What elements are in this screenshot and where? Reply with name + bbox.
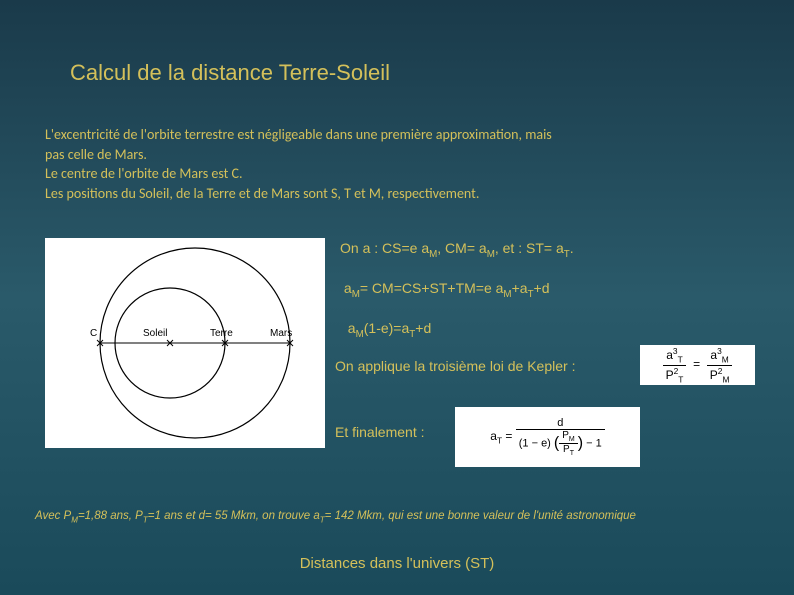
- page-title: Calcul de la distance Terre-Soleil: [70, 60, 390, 86]
- bt-prefix: Avec P: [35, 510, 71, 522]
- bottom-summary: Avec PM=1,88 ans, PT=1 ans et d= 55 Mkm,…: [35, 510, 765, 524]
- kf-d1sub: T: [678, 374, 683, 384]
- eq3-end: +d: [415, 320, 431, 336]
- kepler-label: On applique la troisième loi de Kepler :: [335, 358, 575, 374]
- eq1-mid1: , CM= a: [437, 240, 486, 256]
- kf-n1a: a: [666, 348, 673, 362]
- final-formula-box: aT = d (1 − e) (PMPT) − 1: [455, 407, 640, 467]
- label-terre: Terre: [210, 328, 233, 339]
- kf-d2sub: M: [722, 374, 729, 384]
- intro-line-2: pas celle de Mars.: [45, 146, 147, 163]
- intro-line-1: L'excentricité de l'orbite terrestre est…: [45, 126, 552, 143]
- kf-eq: =: [693, 357, 700, 371]
- eq3-sub1: M: [356, 329, 364, 340]
- ff-fd-sub: T: [570, 450, 574, 457]
- kf-d1a: P: [666, 368, 674, 382]
- intro-line-3: Le centre de l'orbite de Mars est C.: [45, 165, 243, 182]
- bt-m2: =1 ans et d= 55 Mkm, on trouve a: [148, 510, 320, 522]
- kf-d2a: P: [710, 368, 718, 382]
- ff-fn-a: P: [562, 430, 569, 441]
- bt-end: = 142 Mkm, qui est une bonne valeur de l…: [325, 510, 636, 522]
- ff-den-l: (1 − e): [519, 437, 554, 449]
- bt-sub1: M: [71, 515, 78, 524]
- ff-eq: =: [502, 429, 516, 443]
- eq2-mid1: = CM=CS+ST+TM=e a: [360, 280, 504, 296]
- eq1-mid2: , et : ST= a: [495, 240, 564, 256]
- equation-2: aM= CM=CS+ST+TM=e aM+aT+d: [340, 280, 550, 300]
- footer-text: Distances dans l'univers (ST): [0, 555, 794, 572]
- eq2-mid2: +a: [512, 280, 528, 296]
- eq1-end: .: [570, 240, 574, 256]
- ff-fn-sub: M: [569, 436, 575, 443]
- label-mars: Mars: [270, 328, 292, 339]
- ff-num: d: [516, 417, 605, 430]
- label-soleil: Soleil: [143, 328, 167, 339]
- kf-n1sub: T: [678, 355, 683, 365]
- kepler-formula-box: a3TP2T = a3MP2M: [640, 345, 755, 385]
- eq2-end: +d: [534, 280, 550, 296]
- eq3-a: a: [348, 320, 356, 336]
- orbit-diagram: C Soleil Terre Mars: [45, 238, 325, 448]
- equation-3: aM(1-e)=aT+d: [340, 320, 431, 340]
- intro-paragraph: L'excentricité de l'orbite terrestre est…: [45, 125, 745, 203]
- eq1-sub2: M: [487, 249, 495, 260]
- eq3-mid1: (1-e)=a: [364, 320, 410, 336]
- eq2-a: a: [344, 280, 352, 296]
- ff-fd-a: P: [563, 444, 570, 455]
- ff-den-minus: − 1: [586, 437, 602, 449]
- equation-1: On a : CS=e aM, CM= aM, et : ST= aT.: [340, 240, 574, 260]
- intro-line-4: Les positions du Soleil, de la Terre et …: [45, 185, 479, 202]
- finally-label: Et finalement :: [335, 424, 425, 440]
- eq2-sub1: M: [352, 289, 360, 300]
- eq1-prefix: On a : CS=e a: [340, 240, 429, 256]
- bt-m1: =1,88 ans, P: [78, 510, 143, 522]
- eq2-sub2: M: [503, 289, 511, 300]
- label-c: C: [90, 328, 97, 339]
- kf-n2sub: M: [722, 355, 729, 365]
- ff-lhs-a: a: [490, 429, 497, 443]
- orbit-svg: C Soleil Terre Mars: [45, 238, 325, 448]
